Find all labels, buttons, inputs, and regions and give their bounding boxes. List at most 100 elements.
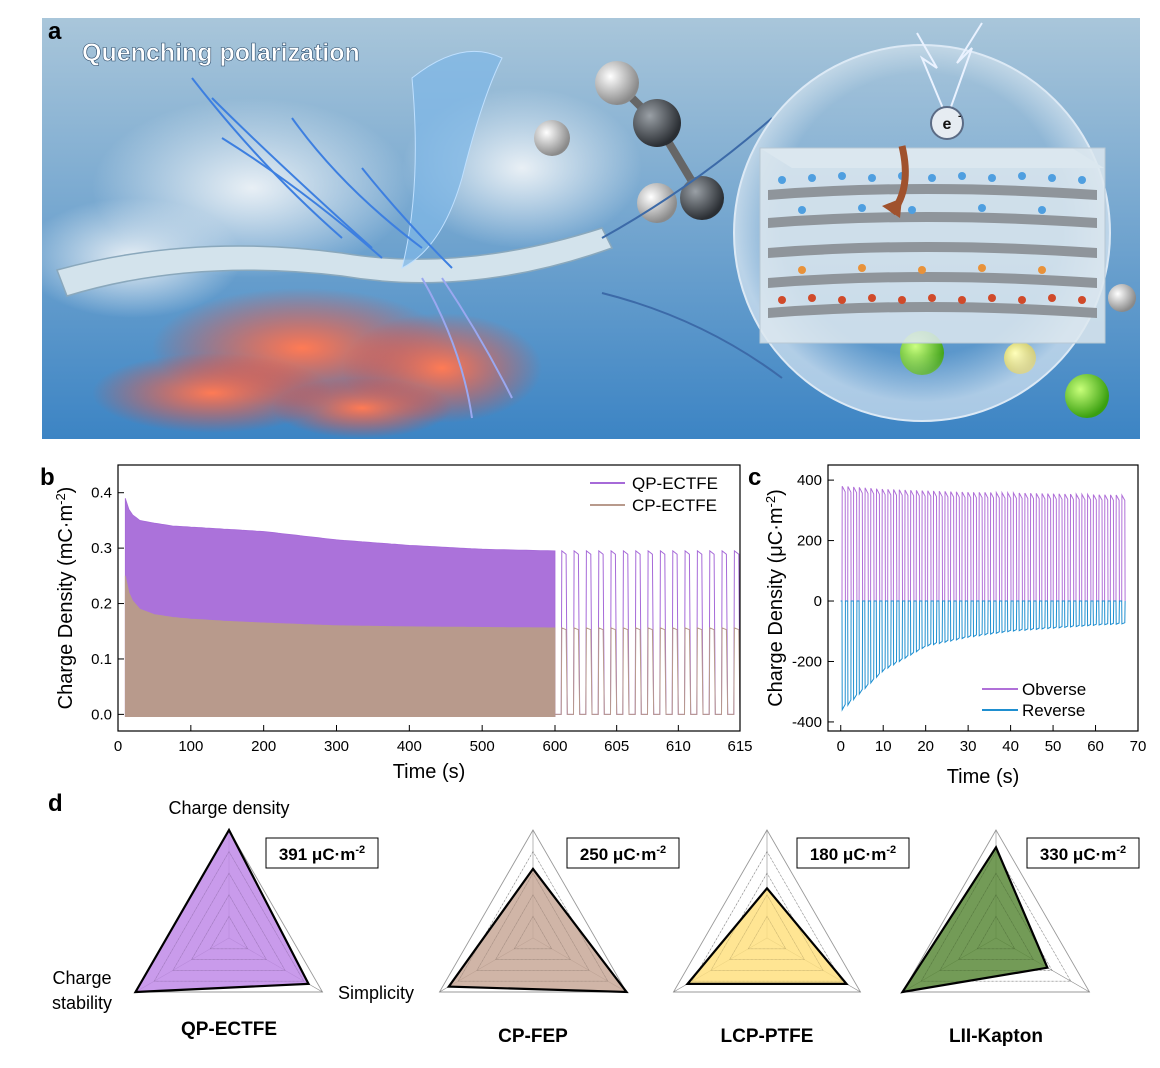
radar-grid-overlay xyxy=(710,872,824,971)
legend-label-qp-ectfe: QP-ECTFE xyxy=(632,474,718,493)
panel-letter-a: a xyxy=(48,18,62,45)
radar-axis-label-charge-stability-line2: stability xyxy=(52,993,112,1013)
x-tick-label: 0 xyxy=(837,738,845,755)
x-tick-label: 500 xyxy=(470,738,495,755)
y-tick-label: 200 xyxy=(797,533,822,550)
x-tick-label: 200 xyxy=(251,738,276,755)
radar-value-box xyxy=(1026,837,1140,869)
y-tick-label: -400 xyxy=(792,714,822,731)
radar-grid-overlay xyxy=(495,894,571,960)
radar-value-sup: -2 xyxy=(656,844,666,856)
x-tick-label: 600 xyxy=(542,738,567,755)
radar-value-label: 391 μC·m-2 xyxy=(279,844,365,864)
x-tick-label: 20 xyxy=(917,738,934,755)
y-tick-label: 400 xyxy=(797,472,822,489)
radar-material-name: QP-ECTFE xyxy=(181,1019,277,1040)
y-tick-label: 0.1 xyxy=(91,651,112,668)
y-tick-label: -200 xyxy=(792,653,822,670)
radar-material-name: LCP-PTFE xyxy=(721,1026,814,1047)
radar-lii-kapton: 330 μC·m-2 LII-Kapton xyxy=(900,829,1140,1047)
x-tick-label: 60 xyxy=(1087,738,1104,755)
dielectric-film xyxy=(56,227,614,297)
radar-data-polygon xyxy=(446,867,629,994)
chart-c-y-label-main: Charge Density (μC·m xyxy=(765,507,787,706)
radar-value-label: 180 μC·m-2 xyxy=(810,844,896,864)
series-line-reverse xyxy=(840,600,1126,712)
radar-value-box xyxy=(796,837,910,869)
x-tick-label: 605 xyxy=(604,738,629,755)
radar-value-sup: -2 xyxy=(886,844,896,856)
y-tick-label: 0.2 xyxy=(91,596,112,613)
x-tick-label: 30 xyxy=(960,738,977,755)
radar-axis-label-charge-density: Charge density xyxy=(168,798,289,818)
y-tick-label: 0.4 xyxy=(91,485,112,502)
connector-line xyxy=(601,117,773,239)
radar-grid-overlay xyxy=(172,872,286,971)
radar-value-sup: -2 xyxy=(355,844,365,856)
radar-value-text: 180 μC·m xyxy=(810,845,887,864)
x-tick-label: 50 xyxy=(1045,738,1062,755)
chart-c-x-label: Time (s) xyxy=(947,766,1020,788)
radar-grid-ring xyxy=(672,829,862,993)
radar-grid-overlay xyxy=(209,915,249,950)
chart-b-y-label-sup: -2 xyxy=(53,493,68,505)
radar-cp-fep: 250 μC·m-2 CP-FEP xyxy=(438,829,680,1047)
panel-a-illustration: e - Quenching polarization xyxy=(42,18,1140,439)
chart-c-y-axis: -400 -200 0 200 400 xyxy=(792,472,834,731)
radar-grid-ring xyxy=(901,829,1091,993)
radar-value-sup: -2 xyxy=(1116,844,1126,856)
electron-label: e xyxy=(943,116,952,133)
legend-label-reverse: Reverse xyxy=(1022,701,1085,720)
chart-b-plot-area xyxy=(124,498,741,717)
radar-value-text: 330 μC·m xyxy=(1040,845,1117,864)
chart-c-legend: Obverse Reverse xyxy=(982,680,1086,720)
chart-c-y-label: Charge Density (μC·m-2) xyxy=(763,489,787,707)
chart-c-frame xyxy=(827,464,1139,732)
radar-grid-ring xyxy=(920,850,1072,982)
radar-grid-overlay xyxy=(939,872,1053,971)
x-tick-label: 615 xyxy=(727,738,752,755)
electron-icon xyxy=(916,22,983,140)
radar-qp-ectfe: 391 μC·m-2 QP-ECTFE xyxy=(133,827,379,1040)
radar-grid-overlay xyxy=(476,872,590,971)
chart-b-legend: QP-ECTFE CP-ECTFE xyxy=(590,474,718,515)
radar-value-label: 330 μC·m-2 xyxy=(1040,844,1126,864)
radar-grid-overlay xyxy=(958,894,1034,960)
radar-material-name: CP-FEP xyxy=(498,1026,568,1047)
chart-c-plot-area xyxy=(840,485,1126,712)
connector-line xyxy=(601,292,783,379)
electron-superscript: - xyxy=(958,111,961,122)
radar-grid-overlay xyxy=(513,915,553,950)
x-tick-label: 400 xyxy=(397,738,422,755)
radar-axis-label-simplicity: Simplicity xyxy=(338,983,414,1003)
radar-grid-overlay xyxy=(153,850,305,982)
chart-c-obverse-reverse: 0 10 20 30 40 50 60 70 -400 -200 0 200 400 Time (s)… xyxy=(763,464,1146,788)
radar-grid-overlay xyxy=(976,915,1016,950)
radar-data-polygon xyxy=(685,886,849,985)
x-tick-label: 0 xyxy=(114,738,122,755)
panel-letter-b: b xyxy=(40,464,55,491)
radar-grid-ring xyxy=(438,829,628,993)
legend-label-cp-ectfe: CP-ECTFE xyxy=(632,496,717,515)
radar-grid-overlay xyxy=(920,850,1072,982)
radar-grid-overlay xyxy=(191,894,267,960)
water-wave xyxy=(401,50,503,269)
chart-b-y-label: Charge Density (mC·m-2) xyxy=(53,487,77,710)
radar-grid-overlay xyxy=(729,894,805,960)
series-line-obverse xyxy=(840,485,1126,602)
chart-b-y-axis: 0.0 0.1 0.2 0.3 0.4 xyxy=(91,485,124,723)
chart-b-x-label: Time (s) xyxy=(393,761,466,783)
radar-value-box xyxy=(566,837,680,869)
x-tick-label: 40 xyxy=(1002,738,1019,755)
y-tick-label: 0.0 xyxy=(91,706,112,723)
series-envelope-cp-ectfe xyxy=(124,575,556,717)
chart-b-y-label-main: Charge Density (mC·m xyxy=(55,505,77,709)
radar-data-polygon xyxy=(133,827,311,994)
flame-graphic xyxy=(92,288,542,438)
layered-film-block xyxy=(759,145,1106,344)
chart-b-frame xyxy=(117,464,741,732)
panel-letter-c: c xyxy=(748,464,762,491)
chart-c-y-label-sup: -2 xyxy=(763,496,778,508)
chart-c-x-axis: 0 10 20 30 40 50 60 70 xyxy=(837,725,1146,755)
